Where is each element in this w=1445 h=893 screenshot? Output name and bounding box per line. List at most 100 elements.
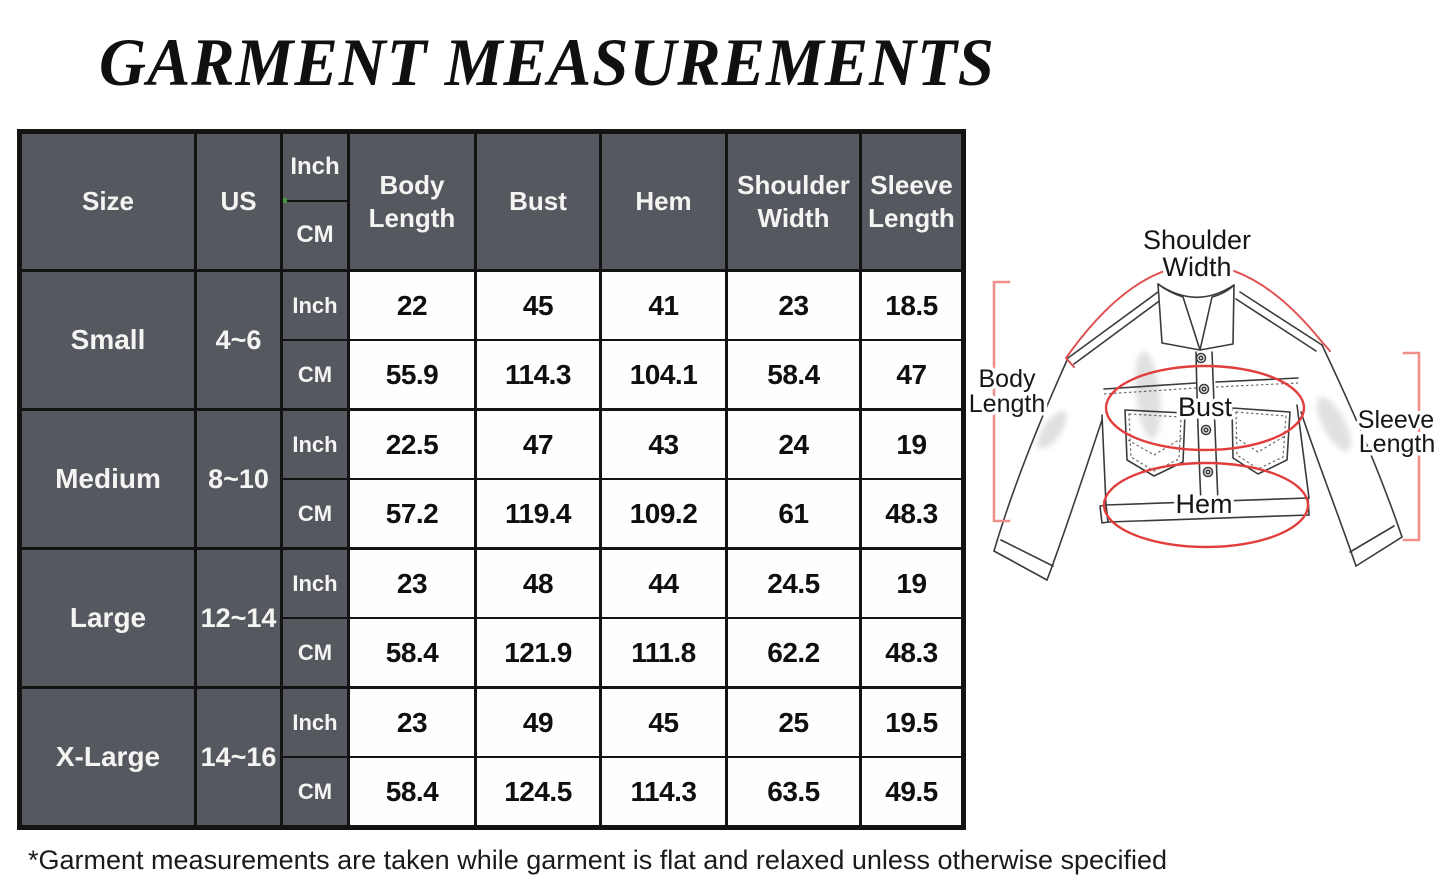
unit-label: Inch xyxy=(280,686,350,758)
col-size-header: Size xyxy=(18,130,197,272)
measurement-value: 111.8 xyxy=(599,617,728,689)
col-shoulder-width-header: Shoulder Width xyxy=(725,130,862,272)
measurement-value: 19 xyxy=(859,547,965,619)
col-us-header: US xyxy=(194,130,283,272)
measurement-value: 49.5 xyxy=(859,756,965,829)
bust-ellipse xyxy=(1104,364,1306,452)
measurement-value: 58.4 xyxy=(347,756,477,829)
unit-label: CM xyxy=(280,339,350,411)
measurement-value: 23 xyxy=(725,269,862,341)
table-row: CM 57.2 119.4 109.2 61 48.3 xyxy=(20,478,965,550)
diagram-labels: Shoulder Width Body Length Bust Hem Slee… xyxy=(965,222,1438,523)
measurement-value: 48 xyxy=(474,547,602,619)
unit-cm-header: CM xyxy=(296,221,334,248)
measurement-value: 62.2 xyxy=(725,617,862,689)
table-row: CM 58.4 124.5 114.3 63.5 49.5 xyxy=(20,756,965,829)
measurement-value: 61 xyxy=(725,478,862,550)
size-label: X-Large xyxy=(18,686,197,829)
size-label: Medium xyxy=(18,408,197,550)
button-icons xyxy=(1195,352,1214,478)
shoulder-width-arc xyxy=(1065,264,1323,359)
measurement-value: 25 xyxy=(725,686,862,758)
measurement-annotations xyxy=(992,264,1421,549)
us-label: 12~14 xyxy=(194,547,283,689)
measurement-value: 41 xyxy=(599,269,728,341)
measurement-value: 24.5 xyxy=(725,547,862,619)
col-sleeve-length-header: Sleeve Length xyxy=(859,130,965,272)
us-label: 8~10 xyxy=(194,408,283,550)
measurement-value: 23 xyxy=(347,547,477,619)
page-title: GARMENT MEASUREMENTS xyxy=(99,25,995,101)
unit-label: CM xyxy=(280,617,350,689)
sleeve-length-bracket xyxy=(1402,351,1421,542)
size-label: Large xyxy=(18,547,197,689)
jacket-drawing xyxy=(993,283,1403,581)
fabric-shading xyxy=(1037,351,1352,451)
measurement-value: 58.4 xyxy=(725,339,862,411)
col-bust-header: Bust xyxy=(474,130,602,272)
measurement-value: 23 xyxy=(347,686,477,758)
measurement-value: 63.5 xyxy=(725,756,862,829)
measurement-value: 109.2 xyxy=(599,478,728,550)
col-hem-header: Hem xyxy=(599,130,728,272)
bust-label: Bust xyxy=(1178,392,1233,422)
col-unit-header: Inch CM xyxy=(280,130,350,272)
green-marker xyxy=(284,198,287,203)
measurement-value: 19.5 xyxy=(859,686,965,758)
measurement-value: 55.9 xyxy=(347,339,477,411)
hem-label: Hem xyxy=(1175,489,1232,519)
table-row: Small 4~6 Inch 22 45 41 23 18.5 xyxy=(18,269,965,411)
hem-ellipse xyxy=(1102,461,1310,549)
table-row: X-Large 14~16 Inch 23 49 45 25 19.5 xyxy=(18,686,965,829)
measurement-value: 24 xyxy=(725,408,862,480)
table-row: CM 55.9 114.3 104.1 58.4 47 xyxy=(20,339,965,411)
col-body-length-header: Body Length xyxy=(347,130,477,272)
garment-measurements-table: Size US Inch CM Body Length Bust Hem Sho… xyxy=(17,129,966,830)
chest-pockets xyxy=(1124,407,1291,477)
table-header-row: Size US Inch CM Body Length Bust Hem Sho… xyxy=(18,130,965,272)
measurement-value: 43 xyxy=(599,408,728,480)
measurement-value: 124.5 xyxy=(474,756,602,829)
sleeve-length-label-line1: Sleeve xyxy=(1358,406,1434,434)
measurement-value: 45 xyxy=(474,269,602,341)
footnote: *Garment measurements are taken while ga… xyxy=(28,845,1168,875)
body-length-label-line2: Length xyxy=(969,390,1045,418)
sleeve-length-label-line2: Length xyxy=(1359,430,1435,458)
body-length-bracket xyxy=(992,280,1011,523)
measurement-value: 22 xyxy=(347,269,477,341)
table-row: Large 12~14 Inch 23 48 44 24.5 19 xyxy=(18,547,965,689)
measurement-value: 19 xyxy=(859,408,965,480)
size-label: Small xyxy=(18,269,197,411)
shoulder-width-label-line2: Width xyxy=(1162,252,1231,282)
measurement-value: 49 xyxy=(474,686,602,758)
unit-label: Inch xyxy=(280,547,350,619)
table-row: CM 58.4 121.9 111.8 62.2 48.3 xyxy=(20,617,965,689)
measurement-value: 58.4 xyxy=(347,617,477,689)
unit-label: CM xyxy=(280,478,350,550)
unit-label: CM xyxy=(280,756,350,829)
measurement-value: 121.9 xyxy=(474,617,602,689)
measurement-value: 114.3 xyxy=(474,339,602,411)
measurement-value: 114.3 xyxy=(599,756,728,829)
unit-label: Inch xyxy=(280,269,350,341)
measurement-value: 47 xyxy=(859,339,965,411)
body-length-label-line1: Body xyxy=(979,365,1036,393)
shoulder-width-label-line1: Shoulder xyxy=(1143,225,1251,255)
measurement-value: 119.4 xyxy=(474,478,602,550)
measurement-value: 104.1 xyxy=(599,339,728,411)
us-label: 4~6 xyxy=(194,269,283,411)
unit-label: Inch xyxy=(280,408,350,480)
measurement-value: 48.3 xyxy=(859,478,965,550)
measurement-value: 45 xyxy=(599,686,728,758)
garment-diagram: Shoulder Width Body Length Bust Hem Slee… xyxy=(965,222,1439,581)
measurement-value: 57.2 xyxy=(347,478,477,550)
measurement-value: 22.5 xyxy=(347,408,477,480)
measurement-value: 44 xyxy=(599,547,728,619)
measurement-value: 47 xyxy=(474,408,602,480)
unit-inch-header: Inch xyxy=(284,135,346,202)
table-row: Medium 8~10 Inch 22.5 47 43 24 19 xyxy=(18,408,965,550)
us-label: 14~16 xyxy=(194,686,283,829)
measurement-value: 48.3 xyxy=(859,617,965,689)
measurement-value: 18.5 xyxy=(859,269,965,341)
